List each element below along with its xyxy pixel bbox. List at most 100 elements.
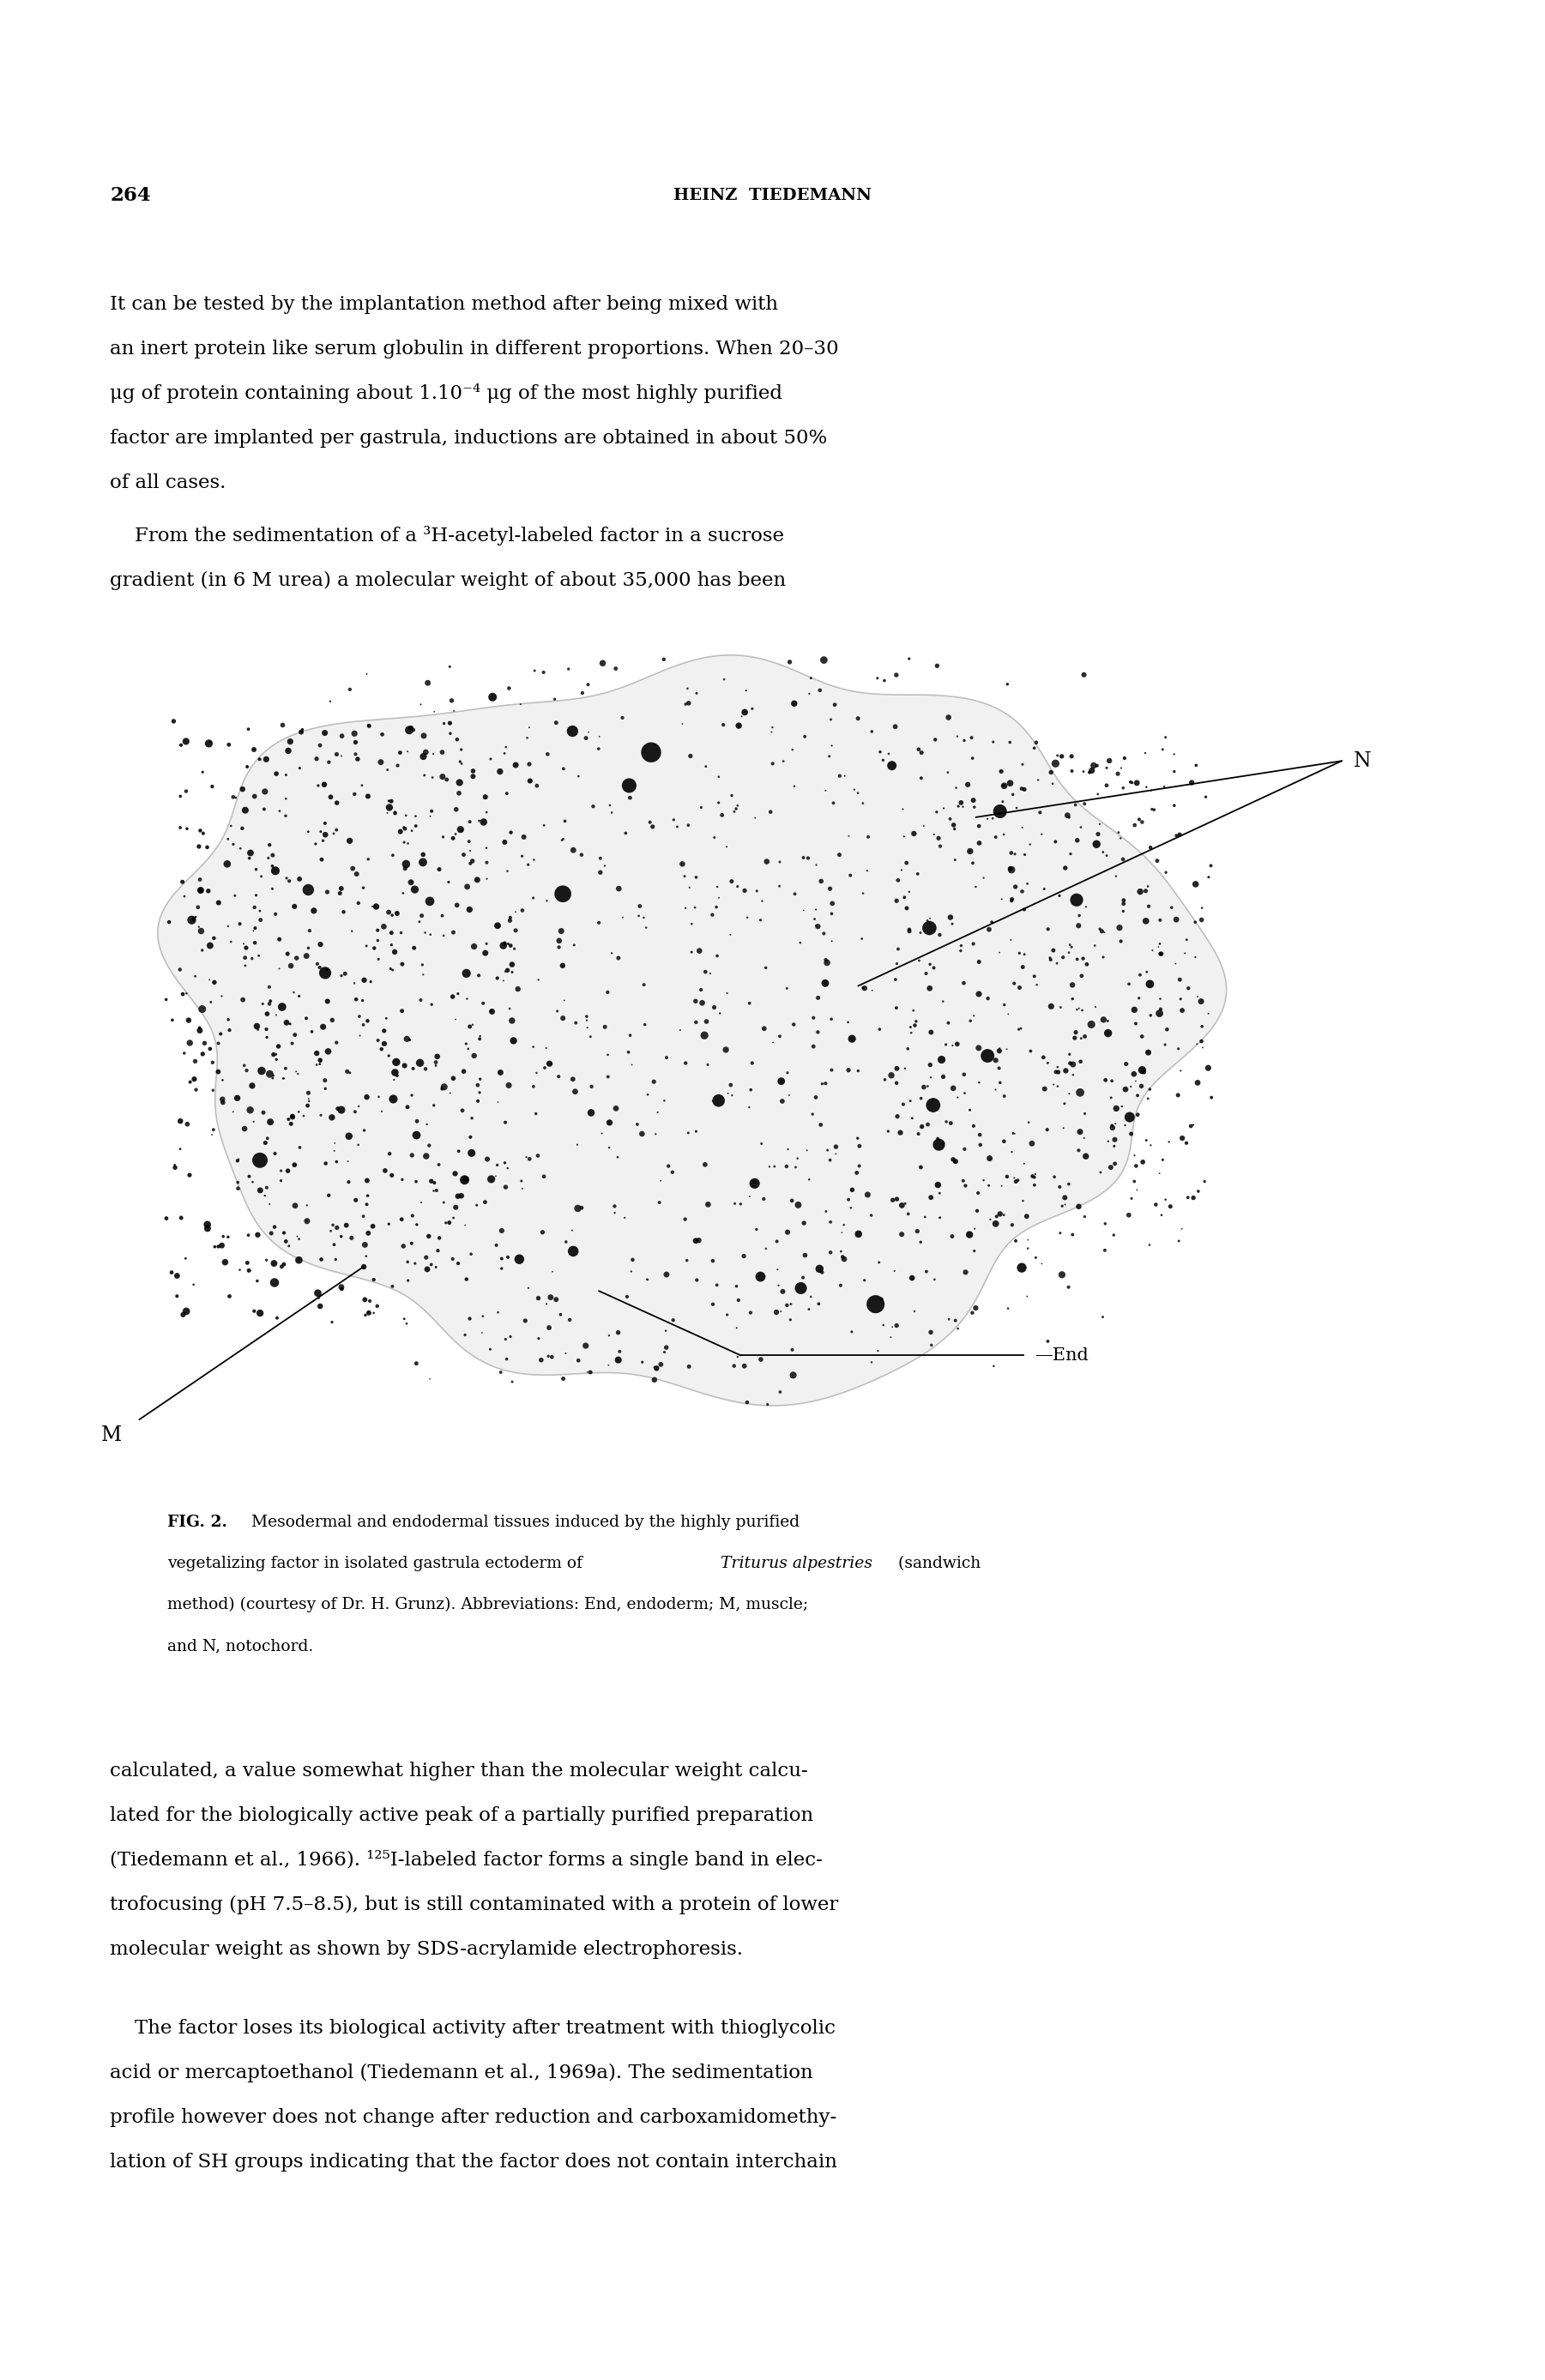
- Point: [867, 1242, 891, 1280]
- Point: [936, 1299, 961, 1338]
- Point: [709, 795, 734, 833]
- Point: [287, 750, 312, 788]
- Point: [195, 828, 219, 866]
- Point: [321, 1226, 346, 1264]
- Point: [827, 835, 851, 873]
- Point: [700, 1083, 725, 1121]
- Point: [942, 809, 967, 847]
- Point: [742, 1164, 766, 1202]
- Point: [1117, 1097, 1142, 1135]
- Point: [409, 1183, 434, 1221]
- Point: [1000, 881, 1024, 919]
- Point: [805, 907, 830, 945]
- Point: [244, 876, 269, 914]
- Point: [847, 1147, 871, 1185]
- Point: [578, 1354, 603, 1392]
- Point: [1038, 752, 1063, 790]
- Point: [1148, 1154, 1173, 1192]
- Point: [630, 1342, 655, 1380]
- Point: [182, 1042, 207, 1081]
- Point: [541, 1252, 565, 1290]
- Point: [983, 1040, 1007, 1078]
- Point: [346, 883, 371, 921]
- Point: [890, 1216, 915, 1254]
- Point: [998, 764, 1023, 802]
- Point: [527, 962, 552, 1000]
- Point: [346, 1126, 371, 1164]
- Point: [224, 778, 249, 816]
- Point: [380, 1157, 405, 1195]
- Point: [290, 712, 315, 750]
- Point: [263, 1209, 287, 1247]
- Point: [814, 942, 839, 981]
- Point: [898, 1009, 922, 1047]
- Point: [975, 800, 1000, 838]
- Point: [942, 1142, 967, 1180]
- Point: [813, 771, 837, 809]
- Point: [1060, 738, 1085, 776]
- Point: [626, 897, 650, 935]
- Point: [205, 1052, 230, 1090]
- Point: [845, 1154, 870, 1192]
- Point: [329, 1271, 354, 1309]
- Point: [1136, 1081, 1160, 1119]
- Point: [283, 1145, 307, 1183]
- Point: [493, 952, 518, 990]
- Point: [536, 1338, 561, 1376]
- Point: [1063, 1014, 1088, 1052]
- Point: [423, 1042, 448, 1081]
- Point: [362, 928, 386, 966]
- Point: [779, 1285, 803, 1323]
- Point: [372, 1012, 397, 1050]
- Point: [1139, 997, 1163, 1035]
- Point: [209, 978, 233, 1016]
- Point: [323, 1240, 348, 1278]
- Point: [980, 800, 1004, 838]
- Point: [1157, 1123, 1182, 1161]
- Point: [473, 1183, 497, 1221]
- Point: [550, 876, 575, 914]
- Point: [405, 1116, 430, 1154]
- Point: [219, 807, 244, 845]
- Point: [732, 1347, 757, 1385]
- Point: [218, 1012, 243, 1050]
- Point: [199, 1116, 224, 1154]
- Point: [941, 1026, 966, 1064]
- Point: [451, 1052, 476, 1090]
- Point: [201, 1111, 226, 1150]
- Point: [726, 1280, 751, 1319]
- Point: [516, 845, 541, 883]
- Point: [1112, 1071, 1137, 1109]
- Point: [1052, 1185, 1077, 1223]
- Point: [494, 774, 519, 812]
- Point: [1032, 1071, 1057, 1109]
- Point: [1151, 1140, 1176, 1178]
- Point: [952, 721, 976, 759]
- Point: [1168, 981, 1193, 1019]
- Point: [1196, 995, 1221, 1033]
- Point: [768, 1373, 793, 1411]
- Point: [168, 726, 193, 764]
- Point: [989, 1166, 1014, 1204]
- Point: [518, 1140, 542, 1178]
- Point: [216, 1219, 241, 1257]
- Point: [694, 1002, 718, 1040]
- Point: [440, 819, 465, 857]
- Point: [1163, 945, 1188, 983]
- Point: [1021, 1159, 1046, 1197]
- Point: [1015, 864, 1040, 902]
- Point: [711, 707, 735, 745]
- Point: [908, 1078, 933, 1116]
- Point: [739, 1295, 763, 1333]
- Point: [723, 1185, 748, 1223]
- Point: [391, 809, 416, 847]
- Point: [1043, 823, 1068, 862]
- Point: [942, 840, 967, 878]
- Point: [573, 1326, 598, 1364]
- Point: [885, 862, 910, 900]
- Text: lation of SH groups indicating that the factor does not contain interchain: lation of SH groups indicating that the …: [110, 2154, 837, 2171]
- Point: [654, 1257, 678, 1295]
- Point: [891, 816, 916, 854]
- Point: [830, 1238, 854, 1276]
- Point: [810, 862, 834, 900]
